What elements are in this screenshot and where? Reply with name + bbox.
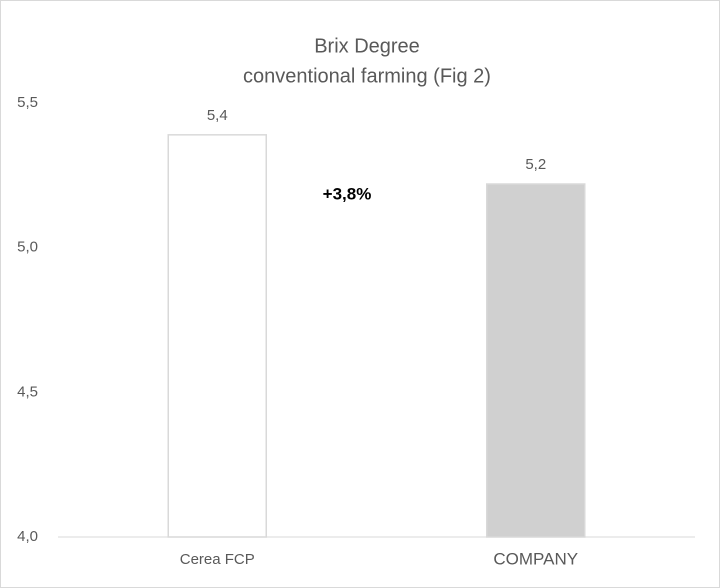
- y-tick-label: 4,5: [17, 383, 38, 400]
- y-tick-label: 4,0: [17, 528, 38, 545]
- chart-title: Brix Degree: [314, 35, 420, 57]
- x-tick-label: COMPANY: [493, 549, 578, 568]
- bar: [167, 134, 267, 538]
- y-tick-label: 5,5: [17, 94, 38, 111]
- annotation: +3,8%: [323, 184, 372, 203]
- chart-subtitle: conventional farming (Fig 2): [243, 65, 491, 87]
- x-tick-label: Cerea FCP: [180, 551, 255, 568]
- bar: [486, 183, 586, 538]
- y-tick-label: 5,0: [17, 239, 38, 256]
- value-label: 5,2: [525, 156, 546, 173]
- value-label: 5,4: [207, 107, 228, 124]
